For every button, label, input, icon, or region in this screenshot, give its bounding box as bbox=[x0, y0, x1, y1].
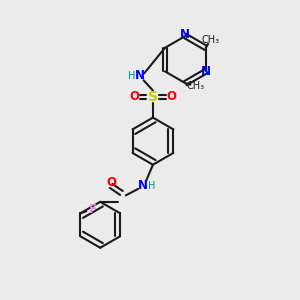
Text: N: N bbox=[201, 65, 211, 78]
Text: CH₃: CH₃ bbox=[202, 35, 220, 46]
Text: N: N bbox=[135, 69, 145, 82]
Text: H: H bbox=[128, 71, 135, 81]
Text: O: O bbox=[130, 91, 140, 103]
Text: CH₃: CH₃ bbox=[187, 81, 205, 91]
Text: N: N bbox=[138, 179, 148, 192]
Text: F: F bbox=[89, 203, 97, 216]
Text: H: H bbox=[148, 181, 155, 191]
Text: O: O bbox=[166, 91, 176, 103]
Text: O: O bbox=[106, 176, 116, 190]
Text: N: N bbox=[180, 28, 190, 41]
Text: S: S bbox=[148, 90, 158, 104]
